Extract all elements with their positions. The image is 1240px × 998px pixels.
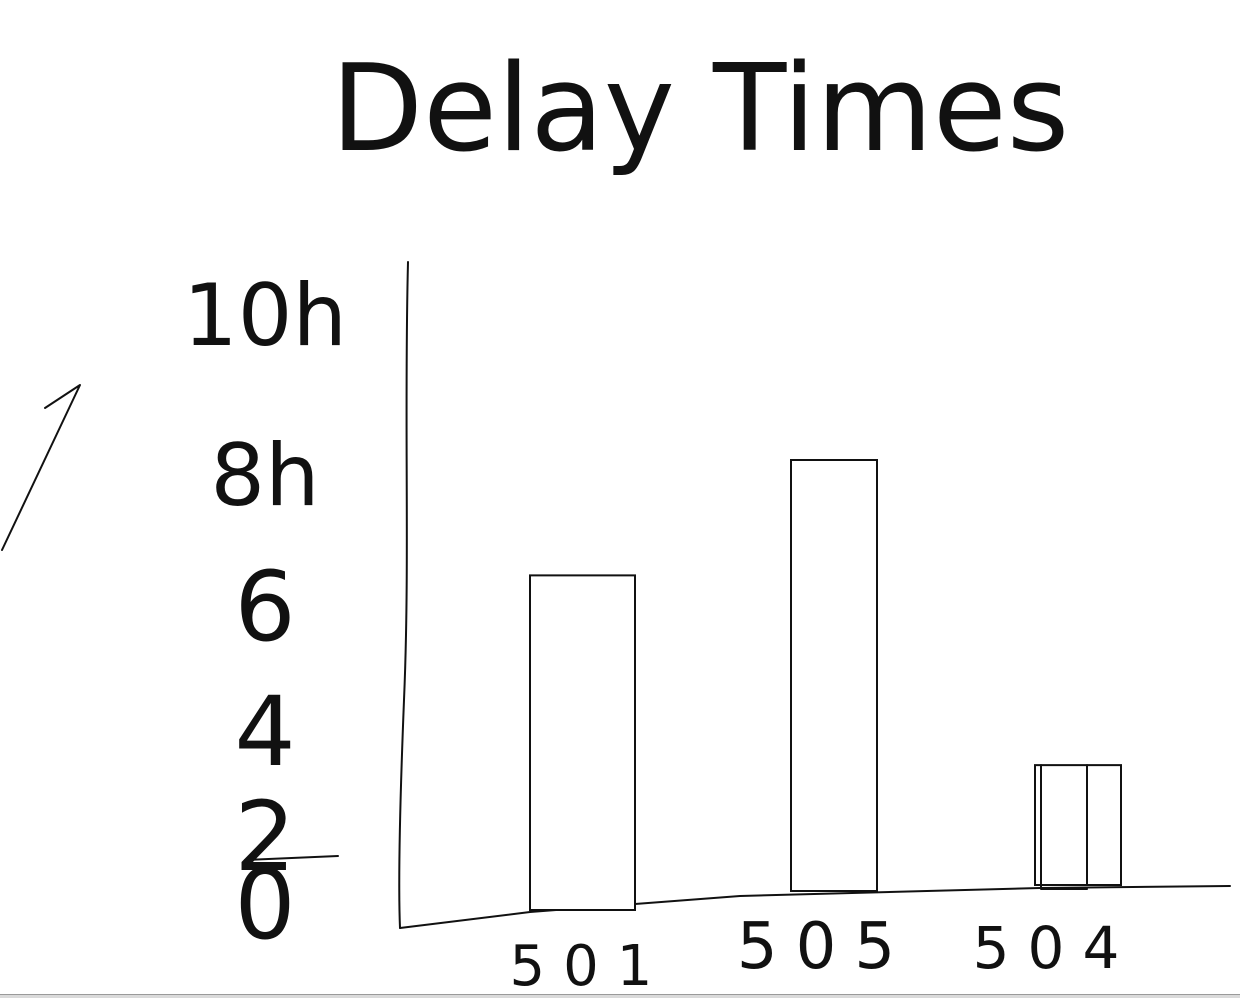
y-tick-labels: 024 6 8h 10h: [183, 266, 347, 961]
arrow-up-icon: [1, 384, 81, 551]
x-axis-line: [399, 885, 1231, 929]
tick-dash-stroke: [244, 855, 339, 861]
x-tick-labels: 501 505 504: [510, 910, 1138, 998]
bar-505: [790, 459, 878, 892]
x-tick-label-504: 504: [973, 914, 1138, 982]
y-tick-label: 0: [234, 849, 295, 961]
chart-title: Delay Times: [331, 40, 1069, 179]
x-tick-label-505: 505: [737, 910, 913, 984]
bar-501: [529, 574, 636, 912]
bar-inner-stroke: [1040, 764, 1088, 890]
y-tick-label: 10h: [183, 266, 347, 366]
bars: [529, 459, 1122, 912]
y-axis-line: [398, 261, 409, 929]
bar-504: [1034, 764, 1122, 887]
x-tick-label-501: 501: [510, 934, 671, 998]
y-tick-label: 8h: [210, 426, 319, 526]
y-tick-label: 4: [234, 676, 295, 788]
y-tick-label: 6: [234, 551, 295, 663]
window-bottom-border: [0, 994, 1240, 998]
y-tick-label: 2: [234, 781, 295, 893]
